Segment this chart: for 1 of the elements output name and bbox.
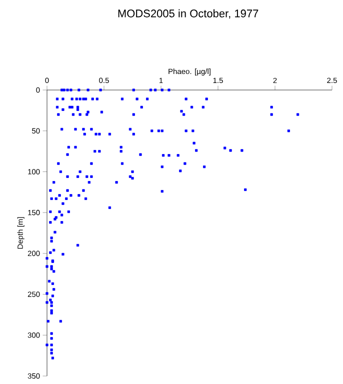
chart-title: MODS2005 in October, 1977 bbox=[118, 9, 258, 19]
